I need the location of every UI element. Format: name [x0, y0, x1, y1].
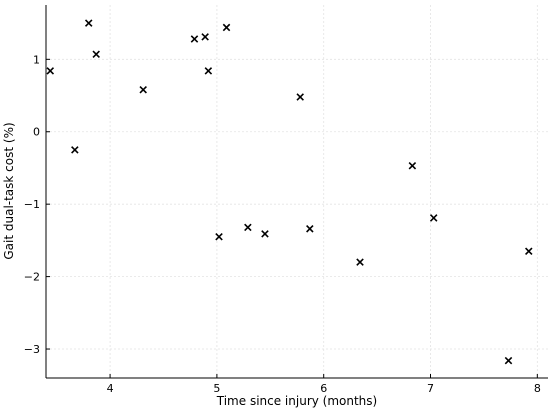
data-point-x-marker [215, 233, 223, 241]
y-tick-label: 0 [33, 126, 40, 139]
data-point-x-marker [356, 258, 364, 266]
data-point-x-marker [244, 223, 252, 232]
data-point-x-marker [296, 93, 304, 101]
data-points [46, 19, 533, 365]
data-point-x-marker [525, 247, 533, 256]
data-point-x-marker [92, 50, 100, 59]
data-point-x-marker [46, 67, 55, 75]
x-tick-label: 4 [107, 382, 114, 395]
data-point-x-marker [261, 230, 269, 238]
y-axis-title: Gait dual-task cost (%) [2, 122, 16, 259]
y-tick-label: −3 [24, 343, 40, 356]
data-point-x-marker [204, 67, 213, 75]
y-tick-label: −2 [24, 271, 40, 284]
data-point-x-marker [504, 356, 513, 365]
data-point-x-marker [222, 23, 231, 32]
data-point-x-marker [190, 35, 199, 43]
data-point-x-marker [429, 214, 438, 222]
x-axis-title: Time since injury (months) [216, 394, 377, 408]
data-point-x-marker [408, 162, 417, 170]
data-point-x-marker [306, 225, 314, 233]
data-point-x-marker [139, 85, 147, 94]
data-point-x-marker [201, 33, 209, 41]
x-tick-label: 6 [320, 382, 327, 395]
x-tick-label: 7 [427, 382, 434, 395]
y-tick-label: −1 [24, 198, 40, 211]
axes [45, 5, 548, 379]
data-point-x-marker [71, 146, 79, 154]
data-point-x-marker [84, 19, 93, 27]
x-ticks: 4 5 6 7 8 [107, 374, 541, 395]
y-ticks: −3 −2 −1 0 1 [24, 53, 50, 356]
y-tick-label: 1 [33, 53, 40, 66]
x-tick-label: 8 [534, 382, 541, 395]
x-tick-label: 5 [213, 382, 220, 395]
grid [46, 5, 548, 378]
